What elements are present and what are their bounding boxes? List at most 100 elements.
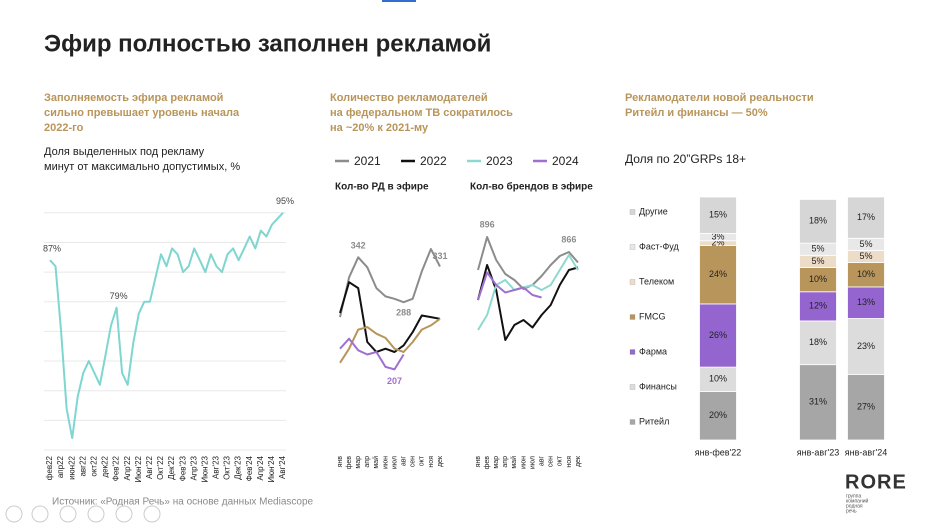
bar-segment <box>847 262 885 288</box>
data-label: 27% <box>857 402 875 412</box>
data-label: 18% <box>809 337 827 347</box>
logo-tagline: родная <box>846 503 863 509</box>
toolbar-icon[interactable] <box>31 505 49 523</box>
data-label: 342 <box>351 241 366 251</box>
toolbar-icon[interactable] <box>143 505 161 523</box>
x-tick-label: Фев'22 <box>112 455 121 481</box>
x-tick-label: окт22 <box>89 455 98 476</box>
data-label: 866 <box>561 234 576 244</box>
panel-title: Кол-во брендов в эфире <box>470 181 593 193</box>
source: Источник: «Родная Речь» на основе данных… <box>52 497 314 508</box>
series-line <box>477 254 579 331</box>
data-label: 896 <box>480 219 495 229</box>
bar-segment <box>799 320 837 366</box>
data-label: 18% <box>809 216 827 226</box>
toolbar-icon[interactable] <box>5 505 23 523</box>
legend-label: Телеком <box>639 276 674 286</box>
x-tick-label: Окт'23 <box>223 455 232 479</box>
x-tick-label: фев <box>346 456 353 470</box>
x-tick-label: Дек'22 <box>167 455 176 479</box>
x-tick-label: авг <box>538 456 545 467</box>
legend-swatch <box>629 209 636 215</box>
bar-segment <box>699 366 737 392</box>
x-tick-label: авг <box>400 456 407 467</box>
series-line <box>339 281 441 353</box>
x-tick-label: апр <box>502 456 509 468</box>
data-label: 207 <box>387 376 402 386</box>
x-tick-label: янв-авг'24 <box>845 447 887 457</box>
section-heading: сильно превышает уровень начала <box>44 107 240 119</box>
x-tick-label: май <box>372 456 380 469</box>
data-label: 23% <box>857 341 875 351</box>
x-tick-label: Фев'24 <box>245 455 254 481</box>
x-tick-label: июл <box>529 456 536 469</box>
section-heading: на федеральном ТВ сократилось <box>330 107 513 119</box>
x-tick-label: Июн'23 <box>200 455 209 482</box>
legend-swatch <box>629 314 636 320</box>
x-tick-label: Авг'24 <box>278 455 287 478</box>
bar-segment <box>847 286 885 319</box>
x-tick-label: июн <box>382 456 389 469</box>
series-line <box>339 337 405 371</box>
x-tick-label: Фев'23 <box>178 455 187 481</box>
toolbar-icon[interactable] <box>115 505 133 523</box>
data-label: 17% <box>857 212 875 222</box>
series-line <box>339 248 441 318</box>
toolbar-icon[interactable] <box>87 505 105 523</box>
section-heading: Количество рекламодателей <box>330 92 488 104</box>
x-tick-label: Авг'23 <box>212 455 221 478</box>
x-tick-label: Июн'22 <box>134 455 143 482</box>
x-tick-label: янв-фев'22 <box>695 447 742 457</box>
series-line <box>49 212 284 440</box>
x-tick-label: янв <box>337 456 344 468</box>
data-label: 2% <box>711 238 724 248</box>
x-tick-label: фев <box>484 456 491 470</box>
data-label: 331 <box>432 251 447 261</box>
top-indicator <box>382 0 416 2</box>
x-tick-label: Апр'24 <box>256 455 265 480</box>
bar-segment <box>699 196 737 234</box>
data-label: 31% <box>809 397 827 407</box>
section-heading: Рекламодатели новой реальности <box>625 92 814 104</box>
toolbar <box>5 505 161 523</box>
x-tick-label: Апр'23 <box>189 455 198 480</box>
data-label: 5% <box>859 239 872 249</box>
logo-tagline: группа <box>846 493 861 499</box>
legend-swatch <box>629 419 636 425</box>
section-heading: на ~20% к 2021-му <box>330 122 429 134</box>
logo-tagline: компаний <box>846 497 869 504</box>
logo: RORE <box>845 471 907 493</box>
x-tick-label: фев22 <box>45 455 54 480</box>
legend-label: 2022 <box>420 154 447 168</box>
x-tick-label: июл <box>391 456 398 469</box>
data-label: 10% <box>857 269 875 279</box>
data-label: 15% <box>709 210 727 220</box>
x-tick-label: апр22 <box>56 455 65 478</box>
section-heading: Заполняемость эфира рекламой <box>44 92 223 104</box>
legend-swatch <box>629 349 636 355</box>
data-label: 20% <box>709 410 727 420</box>
section-heading: 2022-го <box>44 122 84 134</box>
x-tick-label: ноя <box>566 456 573 468</box>
legend-label: 2023 <box>486 154 513 168</box>
x-tick-label: Авг'22 <box>145 455 154 478</box>
series-line <box>477 271 542 301</box>
legend-label: 2021 <box>354 154 381 168</box>
logo-tagline: речь <box>846 508 857 514</box>
data-label: 95% <box>276 196 294 206</box>
slide-title: Эфир полностью заполнен рекламой <box>44 30 491 57</box>
bar-segment <box>799 364 837 441</box>
x-tick-label: сен <box>410 456 417 467</box>
x-tick-label: июн22 <box>67 455 76 479</box>
bar-segment <box>847 196 885 239</box>
legend-swatch <box>629 279 636 285</box>
data-label: 5% <box>859 251 872 261</box>
data-label: 13% <box>857 297 875 307</box>
data-label: 26% <box>709 330 727 340</box>
toolbar-icon[interactable] <box>59 505 77 523</box>
bar-segment <box>847 373 885 441</box>
x-tick-label: янв-авг'23 <box>797 447 839 457</box>
x-tick-label: Июн'24 <box>267 455 276 482</box>
data-label: 288 <box>396 308 411 318</box>
